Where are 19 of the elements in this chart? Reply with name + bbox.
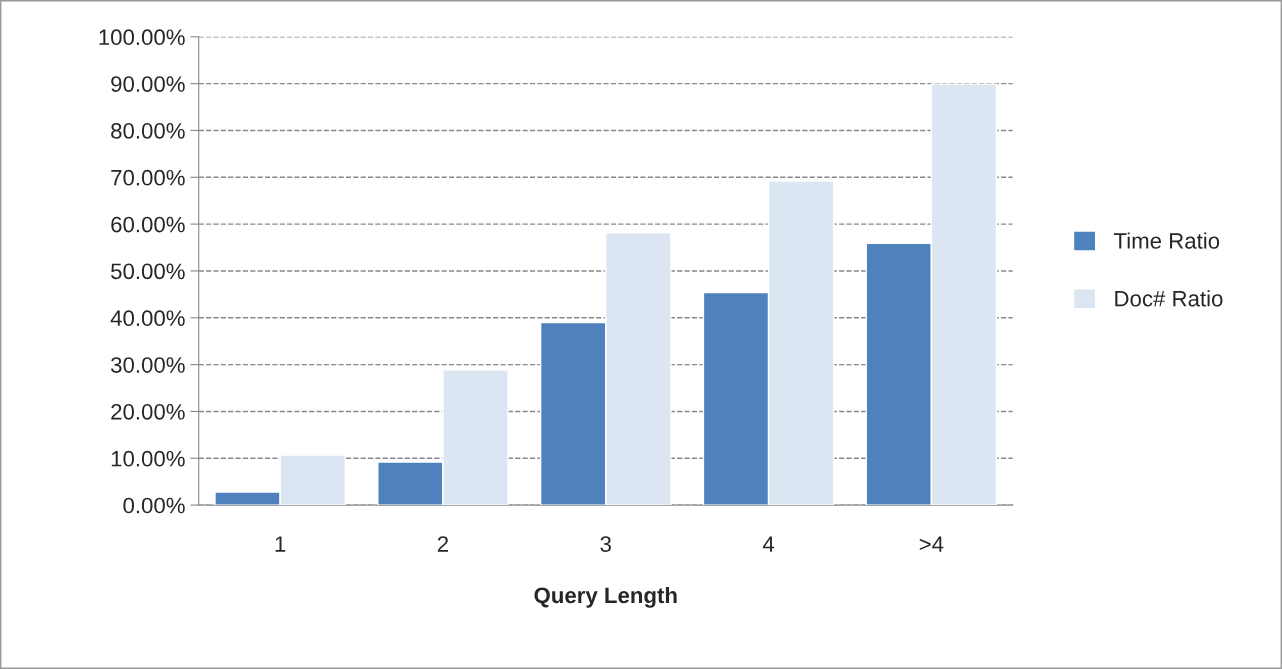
- y-tick-label: 10.00%: [111, 450, 185, 467]
- legend-label: Time Ratio: [1113, 232, 1220, 249]
- y-tick-label: 60.00%: [111, 216, 185, 233]
- x-axis-title: Query Length: [534, 586, 677, 608]
- x-tick-label: 3: [600, 536, 611, 552]
- x-tick-label: >4: [919, 536, 944, 552]
- y-tick-label: 90.00%: [111, 76, 185, 92]
- x-tick-label: 1: [275, 536, 286, 552]
- x-tick-label: 2: [437, 536, 448, 552]
- y-tick-label: 20.00%: [111, 403, 185, 420]
- y-tick-label: 40.00%: [110, 310, 185, 327]
- y-tick-label: 70.00%: [111, 169, 185, 186]
- y-tick-label: 100.00%: [99, 29, 185, 46]
- legend-label: Doc# Ratio: [1115, 290, 1223, 307]
- y-tick-label: 80.00%: [111, 122, 185, 139]
- y-tick-label: 0.00%: [123, 497, 185, 514]
- y-tick-label: 30.00%: [111, 357, 185, 373]
- y-tick-label: 50.00%: [111, 263, 185, 280]
- x-tick-label: 4: [762, 536, 775, 552]
